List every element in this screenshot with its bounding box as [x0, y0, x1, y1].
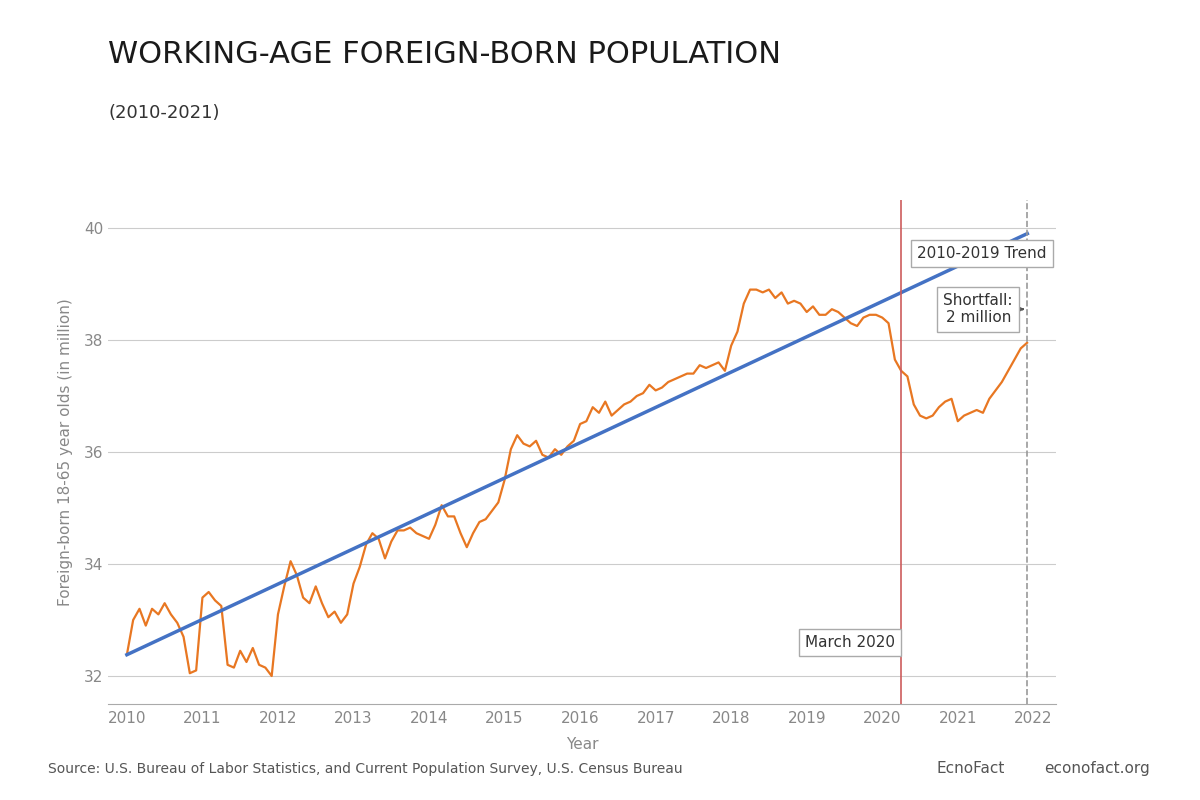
Y-axis label: Foreign-born 18-65 year olds (in million): Foreign-born 18-65 year olds (in million… [58, 298, 72, 606]
Text: WORKING-AGE FOREIGN-BORN POPULATION: WORKING-AGE FOREIGN-BORN POPULATION [108, 40, 781, 69]
Text: Source: U.S. Bureau of Labor Statistics, and Current Population Survey, U.S. Cen: Source: U.S. Bureau of Labor Statistics,… [48, 762, 683, 776]
Text: (2010-2021): (2010-2021) [108, 104, 220, 122]
Text: March 2020: March 2020 [805, 635, 895, 650]
Text: 2010-2019 Trend: 2010-2019 Trend [917, 246, 1046, 261]
Text: econofact.org: econofact.org [1044, 761, 1150, 776]
Text: EcnoFact: EcnoFact [936, 761, 1004, 776]
X-axis label: Year: Year [565, 737, 599, 752]
Text: Shortfall:
2 million: Shortfall: 2 million [943, 293, 1022, 326]
